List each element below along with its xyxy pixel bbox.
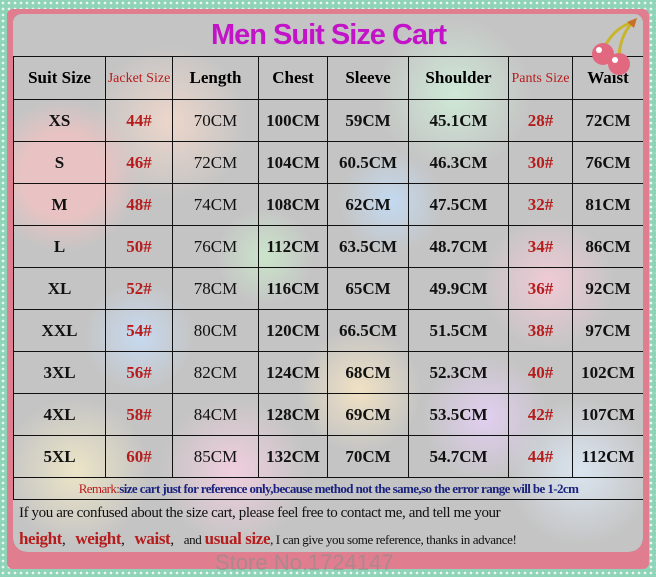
column-header: Jacket Size [105,56,173,100]
table-cell: 84CM [172,393,259,436]
table-row: XS 44# 70CM 100CM 59CM 45.1CM 28# 72CM [13,99,643,142]
table-cell: 45.1CM [408,99,509,142]
table-cell: 54# [105,309,173,352]
table-cell: 108CM [258,183,328,226]
column-header: Length [172,56,259,100]
table-cell: 104CM [258,141,328,184]
table-cell: 46# [105,141,173,184]
table-cell: 49.9CM [408,267,509,310]
table-cell: 132CM [258,435,328,478]
table-cell: 28# [508,99,573,142]
table-cell: 60# [105,435,173,478]
column-header: Suit Size [13,56,106,100]
size-chart-panel: Men Suit Size Cart Suit Size Jacket Size L… [13,14,643,552]
table-row: 3XL 56# 82CM 124CM 68CM 52.3CM 40# 102CM [13,351,643,394]
table-cell: 54.7CM [408,435,509,478]
table-cell: 78CM [172,267,259,310]
footer-note: If you are confused about the size cart,… [19,505,517,548]
table-cell: 112CM [258,225,328,268]
table-cell: 48# [105,183,173,226]
table-cell: 82CM [172,351,259,394]
table-cell: 68CM [327,351,409,394]
table-cell: 70CM [172,99,259,142]
table-cell: 50# [105,225,173,268]
table-cell: 40# [508,351,573,394]
table-cell: 3XL [13,351,106,394]
table-cell: 56# [105,351,173,394]
table-cell: 100CM [258,99,328,142]
table-cell: 44# [508,435,573,478]
table-cell: 74CM [172,183,259,226]
cherry-icon [592,18,637,75]
table-cell: 36# [508,267,573,310]
table-cell: 52# [105,267,173,310]
table-cell: 4XL [13,393,106,436]
size-table: Men Suit Size Cart Suit Size Jacket Size L… [13,14,643,500]
table-cell: XXL [13,309,106,352]
column-header: Shoulder [408,56,509,100]
table-cell: 81CM [572,183,643,226]
table-row: S 46# 72CM 104CM 60.5CM 46.3CM 30# 76CM [13,141,643,184]
table-cell: 42# [508,393,573,436]
header-row: Suit Size Jacket Size Length Chest Sleeve Sho… [13,56,643,100]
table-cell: 124CM [258,351,328,394]
table-cell: 86CM [572,225,643,268]
table-cell: S [13,141,106,184]
table-cell: 44# [105,99,173,142]
table-cell: XL [13,267,106,310]
table-cell: 52.3CM [408,351,509,394]
table-cell: 102CM [572,351,643,394]
table-cell: 34# [508,225,573,268]
table-cell: 66.5CM [327,309,409,352]
remark: Remark:size cart just for reference only… [13,477,643,500]
chart-title: Men Suit Size Cart [13,14,643,57]
table-cell: 60.5CM [327,141,409,184]
table-cell: 69CM [327,393,409,436]
table-cell: XS [13,99,106,142]
table-cell: 72CM [172,141,259,184]
table-cell: 48.7CM [408,225,509,268]
table-cell: 116CM [258,267,328,310]
table-cell: 30# [508,141,573,184]
table-row: 5XL 60# 85CM 132CM 70CM 54.7CM 44# 112CM [13,435,643,478]
table-cell: 128CM [258,393,328,436]
table-cell: M [13,183,106,226]
column-header: Pants Size [508,56,573,100]
table-cell: 32# [508,183,573,226]
table-cell: 85CM [172,435,259,478]
column-header: Chest [258,56,328,100]
table-cell: 53.5CM [408,393,509,436]
table-cell: 47.5CM [408,183,509,226]
table-cell: 59CM [327,99,409,142]
table-row: M 48# 74CM 108CM 62CM 47.5CM 32# 81CM [13,183,643,226]
table-row: XXL 54# 80CM 120CM 66.5CM 51.5CM 38# 97CM [13,309,643,352]
table-cell: 80CM [172,309,259,352]
table-cell: 58# [105,393,173,436]
table-cell: 120CM [258,309,328,352]
table-row: L 50# 76CM 112CM 63.5CM 48.7CM 34# 86CM [13,225,643,268]
table-cell: 62CM [327,183,409,226]
store-watermark: Store No.1724147 [215,550,394,575]
table-row: 4XL 58# 84CM 128CM 69CM 53.5CM 42# 107CM [13,393,643,436]
table-cell: 63.5CM [327,225,409,268]
table-cell: 38# [508,309,573,352]
table-row: XL 52# 78CM 116CM 65CM 49.9CM 36# 92CM [13,267,643,310]
column-header: Sleeve [327,56,409,100]
table-cell: 5XL [13,435,106,478]
table-cell: 51.5CM [408,309,509,352]
table-cell: 65CM [327,267,409,310]
table-cell: 107CM [572,393,643,436]
table-cell: 97CM [572,309,643,352]
table-cell: 112CM [572,435,643,478]
table-cell: 76CM [572,141,643,184]
table-cell: L [13,225,106,268]
table-cell: 76CM [172,225,259,268]
table-cell: 92CM [572,267,643,310]
table-cell: 70CM [327,435,409,478]
table-cell: 46.3CM [408,141,509,184]
table-cell: 72CM [572,99,643,142]
